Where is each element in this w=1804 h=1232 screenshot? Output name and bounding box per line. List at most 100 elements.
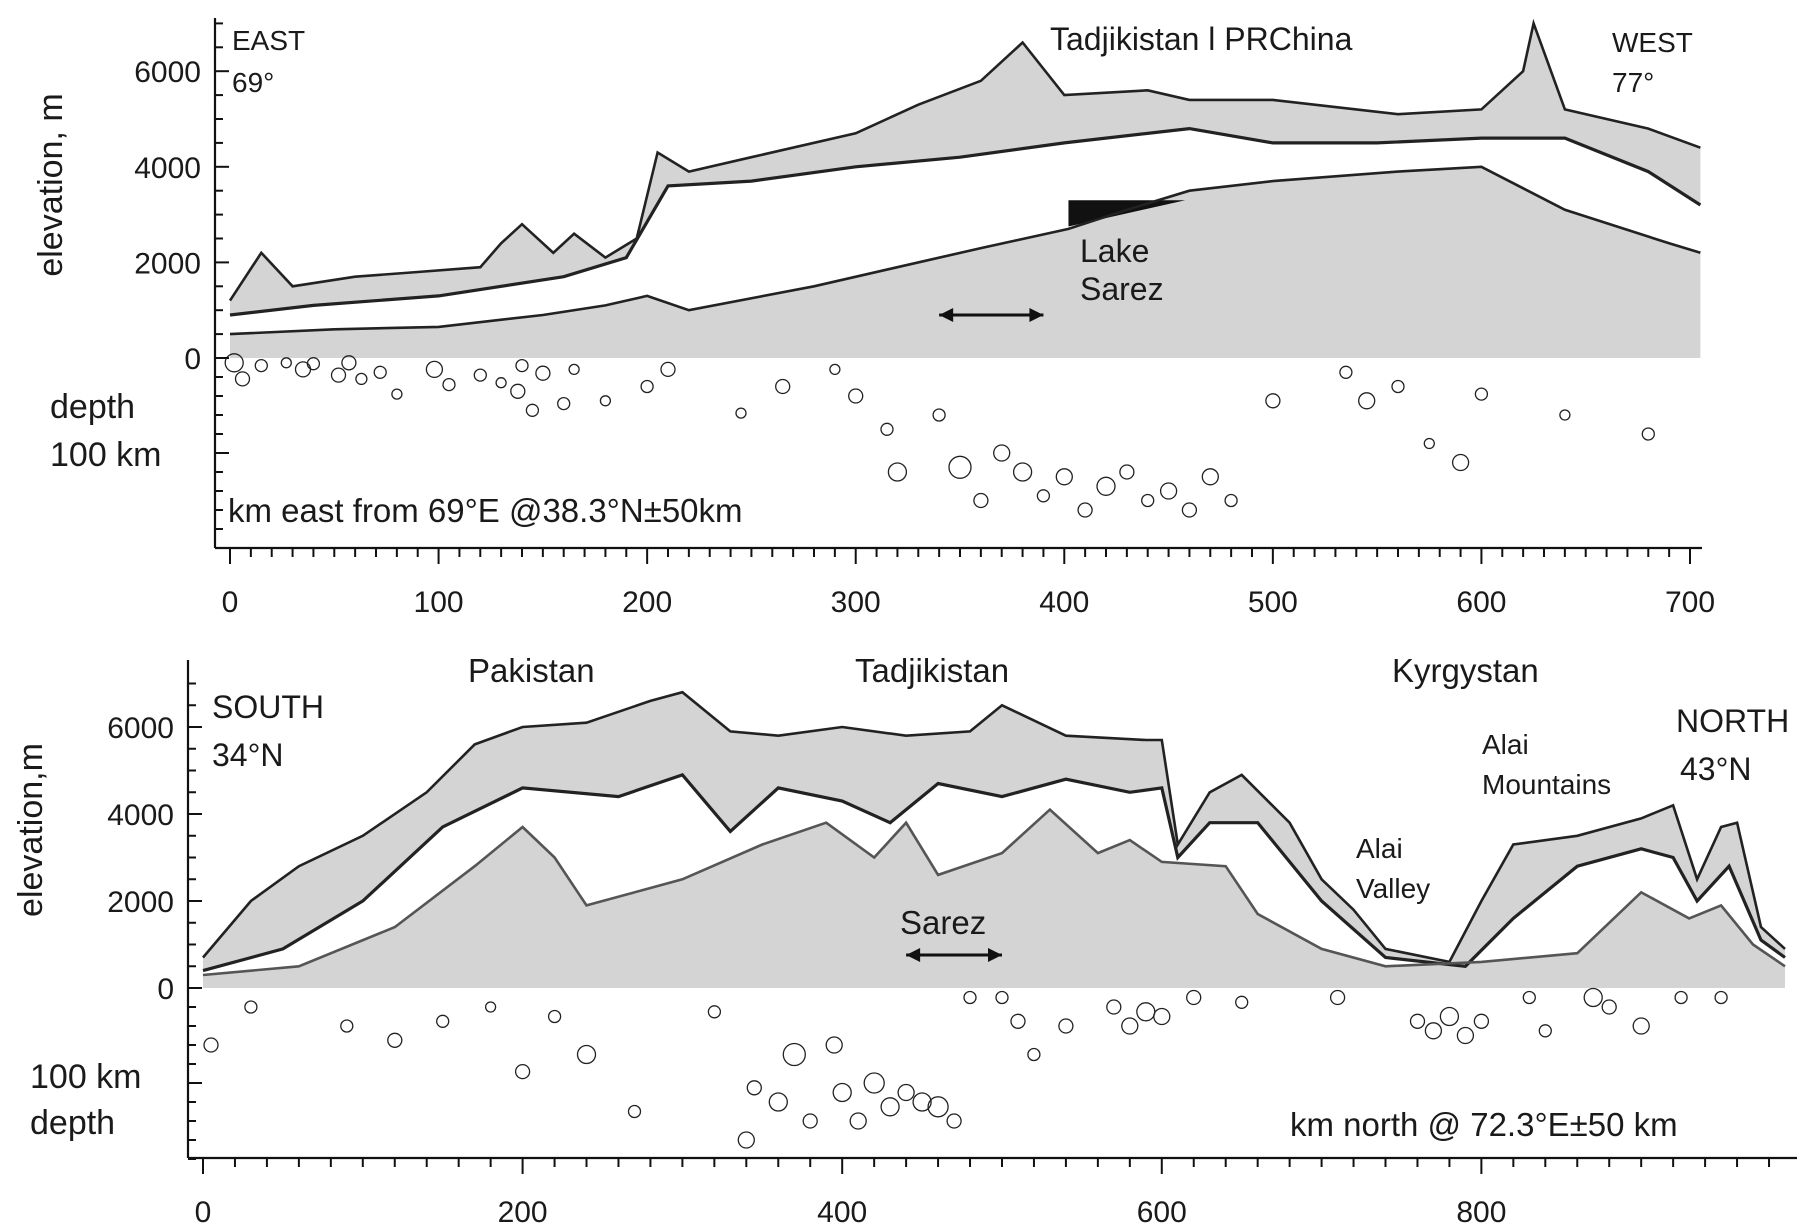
earthquake-point <box>535 365 551 381</box>
label-east-deg: 69° <box>232 67 274 98</box>
label-east: EAST <box>232 25 305 56</box>
earthquake-point <box>203 1037 219 1053</box>
earthquake-point <box>436 1014 450 1028</box>
earthquake-point <box>863 1072 885 1094</box>
earthquake-point <box>1201 468 1219 486</box>
y-axis-label: elevation, m <box>32 93 70 276</box>
depth-label-2: depth <box>30 1104 115 1142</box>
earthquake-point <box>1601 999 1617 1015</box>
earthquake-point <box>782 1042 806 1067</box>
label-north: NORTH <box>1676 703 1789 739</box>
depth-100km-label: 100 km <box>50 436 162 474</box>
earthquake-point <box>387 1032 403 1048</box>
earthquake-point <box>515 358 529 373</box>
earthquake-point <box>880 1097 900 1117</box>
x-axis-caption: km east from 69°E @38.3°N±50km <box>228 492 743 529</box>
arrow-head-left <box>939 308 954 322</box>
x-tick-label: 700 <box>1665 586 1715 619</box>
earthquake-point <box>848 388 864 404</box>
earthquake-point <box>707 1005 722 1019</box>
label-tadjikistan: Tadjikistan <box>855 652 1009 689</box>
earthquake-point <box>568 363 580 376</box>
depth-label: depth <box>50 388 135 426</box>
label-pakistan: Pakistan <box>468 652 595 689</box>
mean-elevation-line <box>202 773 1786 973</box>
earthquake-point <box>224 353 244 373</box>
earthquake-point <box>897 1083 915 1102</box>
earthquake-point <box>735 407 747 419</box>
earthquake-point <box>829 363 841 376</box>
label-south: SOUTH <box>212 689 324 725</box>
label-alai-mountains-1: Alai <box>1482 729 1529 760</box>
earthquake-point <box>330 367 347 383</box>
y-tick-label: 0 <box>157 973 174 1006</box>
axes-layer: 0 2000 4000 6000 0 100 200 300 400 500 600 700 <box>134 18 1715 619</box>
earthquake-point <box>234 371 251 387</box>
earthquake-point <box>627 1104 642 1119</box>
earthquake-point <box>1119 464 1135 480</box>
earthquake-point <box>1451 453 1470 472</box>
x-tick-label: 400 <box>1039 586 1089 619</box>
earthquake-point <box>640 379 654 394</box>
earthquake-point <box>849 1112 867 1130</box>
earthquake-point <box>373 365 387 379</box>
earthquake-point <box>927 1096 949 1118</box>
earthquake-point <box>1583 987 1603 1008</box>
label-south-deg: 34°N <box>212 737 284 773</box>
earthquake-point <box>993 444 1011 462</box>
earthquake-point <box>995 990 1009 1005</box>
label-sarez-2: Sarez <box>900 904 986 941</box>
earthquake-point <box>973 492 989 509</box>
earthquake-point <box>768 1092 788 1112</box>
earthquake-point <box>1096 476 1116 496</box>
label-north-deg: 43°N <box>1680 751 1752 787</box>
earthquake-point <box>1641 427 1655 441</box>
earthquake-point <box>880 422 894 436</box>
label-alai-mountains-2: Mountains <box>1482 769 1611 800</box>
axes-layer-2: 0 2000 4000 6000 0 200 400 600 800 <box>107 660 1797 1229</box>
min-elevation-area <box>230 166 1701 358</box>
earthquake-point <box>576 1044 597 1065</box>
earthquake-point <box>1538 1024 1552 1038</box>
earthquake-point <box>775 378 791 395</box>
elevation-lines-layer <box>228 18 1702 336</box>
earthquake-point <box>1632 1017 1650 1035</box>
earthquake-point <box>912 1092 932 1112</box>
earthquake-point <box>547 1009 562 1024</box>
x-tick-label: 200 <box>498 1196 548 1229</box>
earthquake-point <box>557 396 571 411</box>
earthquake-point <box>946 1113 962 1129</box>
mean-elevation-line <box>229 126 1702 317</box>
earthquake-point <box>1522 990 1536 1005</box>
earthquake-point <box>1012 462 1033 482</box>
min-elevation-line <box>202 807 1786 977</box>
earthquake-point <box>1674 990 1688 1005</box>
x-tick-label: 600 <box>1456 586 1506 619</box>
earthquake-point <box>484 1001 497 1013</box>
earthquake-point <box>355 372 368 386</box>
label-countries: Tadjikistan l PRChina <box>1050 21 1353 57</box>
earthquake-point <box>1235 995 1249 1009</box>
earthquake-point <box>514 1063 531 1080</box>
x-tick-label: 600 <box>1137 1196 1187 1229</box>
min-elevation-line <box>229 165 1701 336</box>
earthquake-point <box>963 990 977 1005</box>
y-tick-label: 2000 <box>134 247 201 280</box>
earthquake-point <box>1027 1047 1041 1062</box>
earthquake-point <box>1423 437 1435 450</box>
earthquake-point <box>1474 387 1489 401</box>
earthquake-point <box>1424 1022 1443 1040</box>
earthquake-point <box>1141 493 1155 508</box>
earthquake-point <box>306 357 321 371</box>
earthquake-point <box>495 377 507 389</box>
earthquake-point <box>825 1036 843 1054</box>
chart-panel-south-north: 0 2000 4000 6000 0 200 400 600 800 elevation,m 1… <box>12 652 1797 1229</box>
earthquake-point <box>1714 990 1728 1005</box>
earthquake-point <box>599 395 612 407</box>
earthquake-point <box>1077 502 1093 518</box>
label-kyrgystan: Kyrgystan <box>1392 652 1539 689</box>
arrow-head-right <box>1029 308 1044 322</box>
earthquake-point <box>1010 1013 1026 1029</box>
earthquake-point <box>244 1000 258 1014</box>
earthquake-point <box>1055 468 1073 486</box>
